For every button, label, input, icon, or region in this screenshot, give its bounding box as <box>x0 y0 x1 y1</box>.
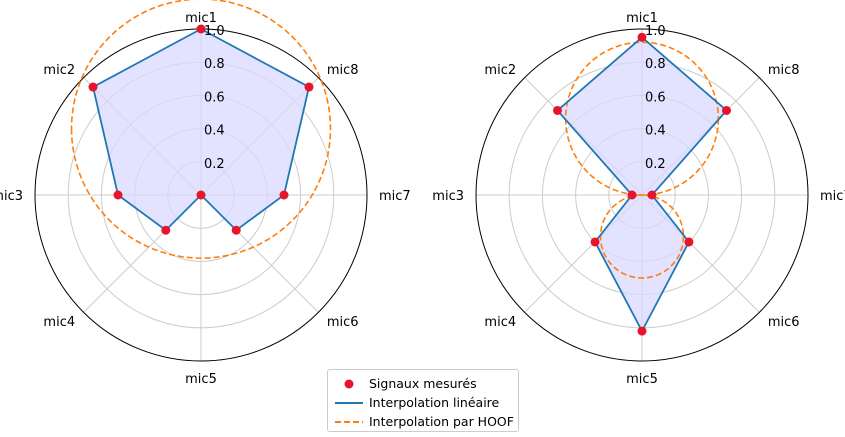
legend-label-hoof: Interpolation par HOOF <box>369 413 514 429</box>
axis-label-mic5: mic5 <box>626 372 658 387</box>
axis-label-mic8: mic8 <box>768 63 800 78</box>
axis-label-mic1: mic1 <box>626 11 658 26</box>
rtick-label-0.8: 0.8 <box>204 57 225 72</box>
axis-label-mic7: mic7 <box>379 189 411 204</box>
linear-fill-area <box>93 29 309 231</box>
marker-mic8 <box>722 105 732 115</box>
legend-item-linear: Interpolation linéaire <box>328 392 499 412</box>
hoof-curve <box>70 0 332 259</box>
marker-mic8 <box>304 82 314 92</box>
axis-label-mic3: mic3 <box>432 189 464 204</box>
marker-mic7 <box>279 190 289 200</box>
hoof-curve-lower-lobe <box>599 194 685 279</box>
axis-label-mic7: mic7 <box>820 189 845 204</box>
legend-dashed-symbol <box>332 414 366 428</box>
rtick-label-0.6: 0.6 <box>204 90 225 105</box>
marker-mic3 <box>113 190 123 200</box>
marker-mic5 <box>196 190 206 200</box>
marker-mic1 <box>196 24 206 34</box>
axis-label-mic6: mic6 <box>327 315 359 330</box>
marker-mic5 <box>637 326 647 336</box>
marker-mic2 <box>88 82 98 92</box>
linear-fill-area <box>557 37 727 332</box>
rtick-label-1.0: 1.0 <box>645 24 666 39</box>
legend-label-linear: Interpolation linéaire <box>369 394 500 410</box>
rtick-label-0.2: 0.2 <box>645 157 666 172</box>
legend-item-hoof: Interpolation par HOOF <box>328 411 514 431</box>
rtick-label-0.4: 0.4 <box>645 124 666 139</box>
rtick-label-0.4: 0.4 <box>204 124 225 139</box>
legend: Signaux mesurés Interpolation linéaire I… <box>327 369 519 432</box>
legend-marker-symbol <box>332 376 366 390</box>
legend-line-symbol <box>332 395 366 409</box>
axis-label-mic3: mic3 <box>0 189 23 204</box>
marker-mic4 <box>590 237 600 247</box>
axis-label-mic5: mic5 <box>185 372 217 387</box>
rtick-label-0.2: 0.2 <box>204 157 225 172</box>
axis-label-mic2: mic2 <box>484 63 516 78</box>
axis-label-mic6: mic6 <box>768 315 800 330</box>
axis-label-mic8: mic8 <box>327 63 359 78</box>
axis-label-mic4: mic4 <box>484 315 516 330</box>
axis-label-mic1: mic1 <box>185 11 217 26</box>
legend-label-measured: Signaux mesurés <box>369 375 477 391</box>
marker-mic2 <box>552 105 562 115</box>
marker-mic6 <box>231 225 241 235</box>
legend-item-measured: Signaux mesurés <box>328 373 477 393</box>
marker-mic4 <box>161 225 171 235</box>
marker-mic7 <box>647 190 657 200</box>
marker-mic6 <box>684 237 694 247</box>
axis-label-mic2: mic2 <box>43 63 75 78</box>
rtick-label-1.0: 1.0 <box>204 24 225 39</box>
marker-mic1 <box>637 32 647 42</box>
rtick-label-0.6: 0.6 <box>645 90 666 105</box>
rtick-label-0.8: 0.8 <box>645 57 666 72</box>
axis-label-mic4: mic4 <box>43 315 75 330</box>
polar-frame <box>475 28 809 362</box>
marker-mic3 <box>627 190 637 200</box>
